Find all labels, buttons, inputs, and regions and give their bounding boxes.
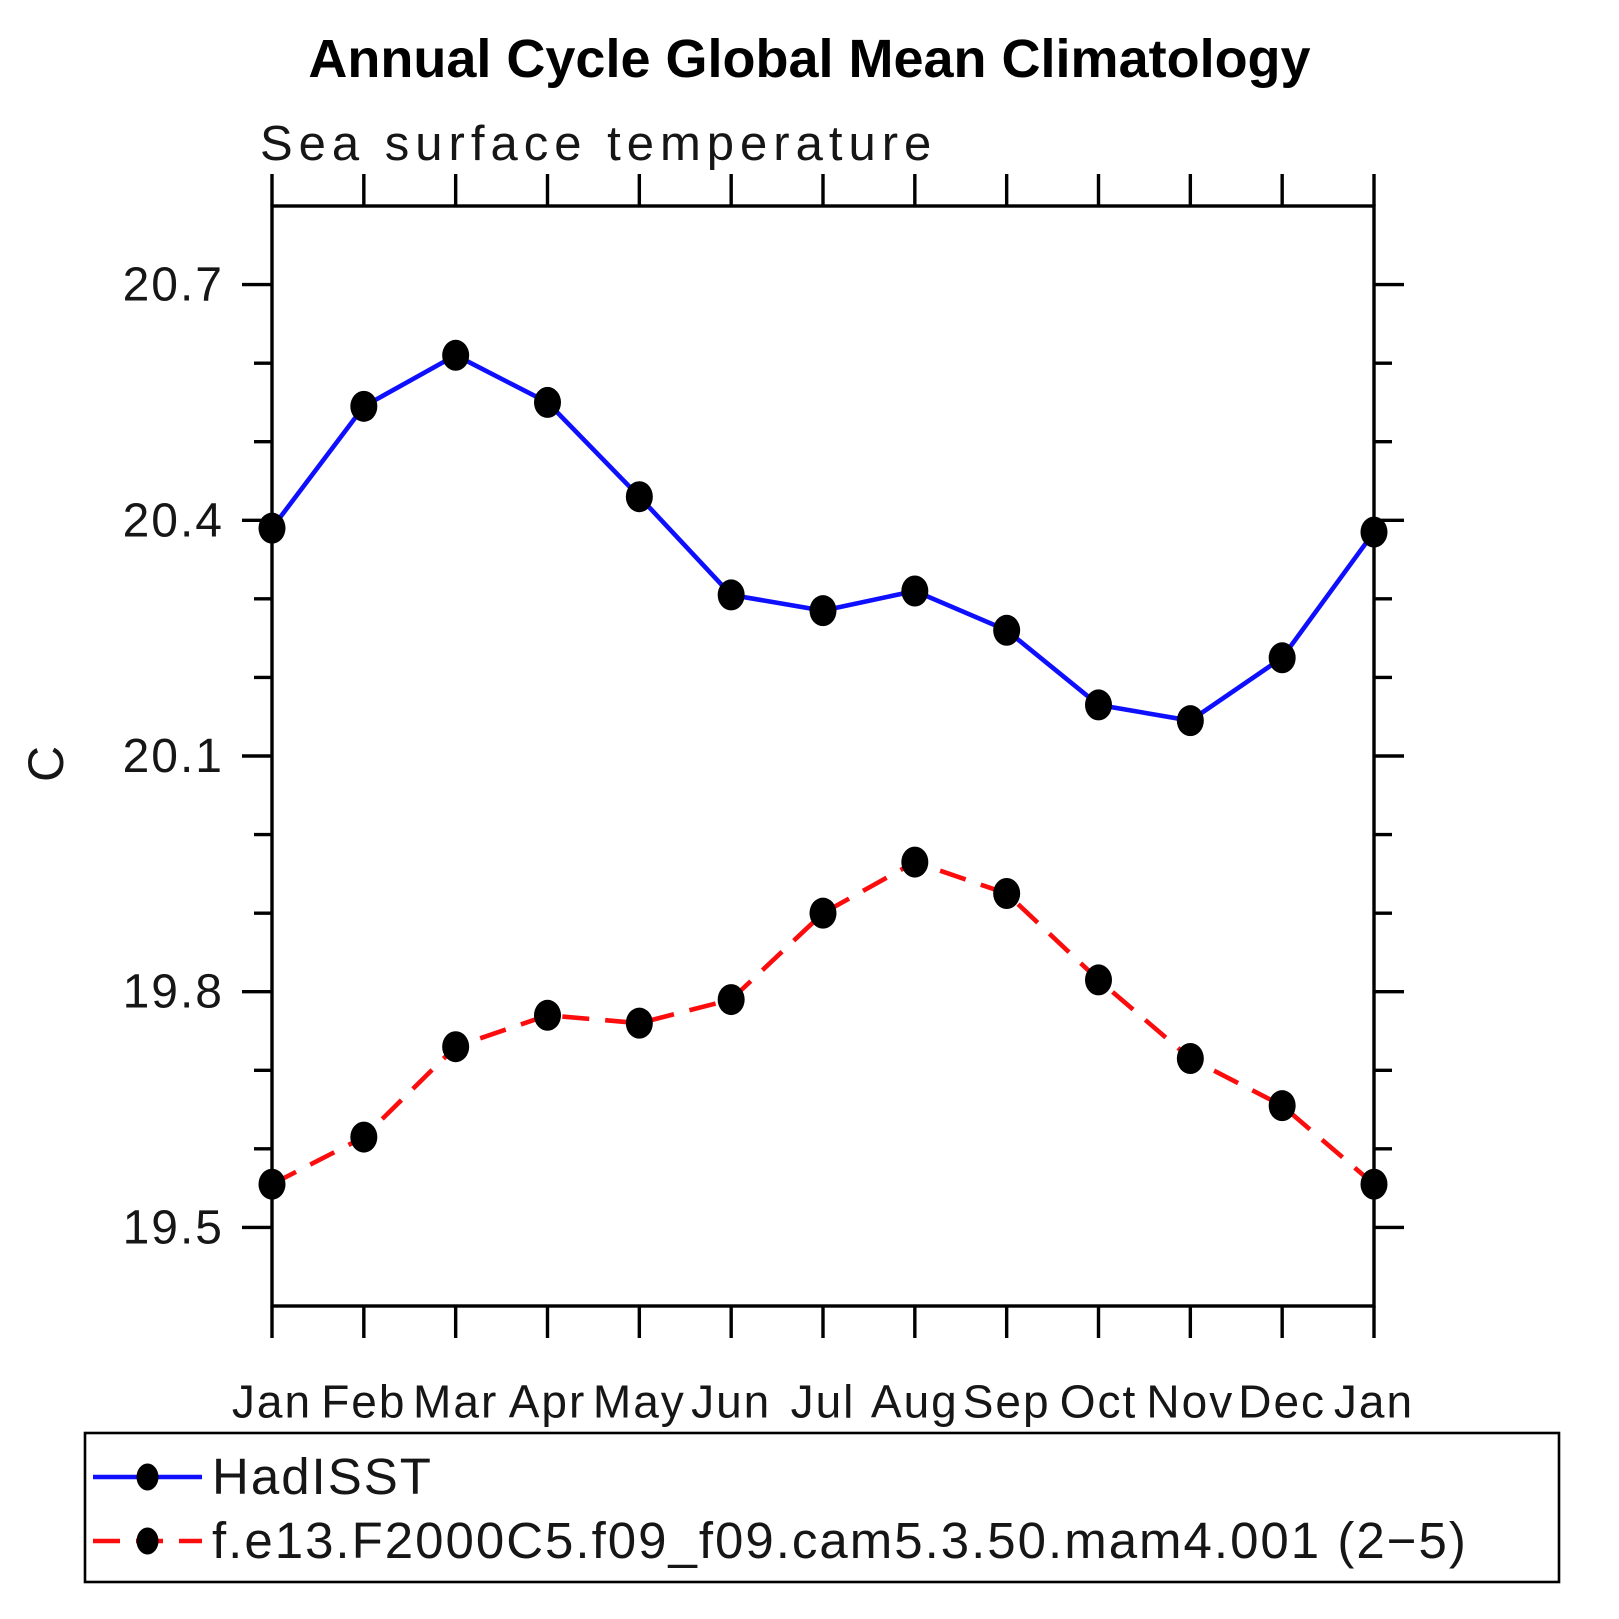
data-point bbox=[717, 579, 745, 611]
x-tick-label: Nov bbox=[1146, 1376, 1234, 1428]
x-tick-label: May bbox=[593, 1376, 686, 1428]
x-tick-label: Jan bbox=[232, 1376, 312, 1428]
legend-sample-marker bbox=[136, 1527, 159, 1555]
data-point bbox=[1176, 705, 1204, 737]
y-tick-label: 20.1 bbox=[123, 730, 224, 783]
x-tick-label: Jun bbox=[691, 1376, 771, 1428]
plot-frame bbox=[270, 204, 1376, 1308]
x-tick-label: Feb bbox=[321, 1376, 406, 1428]
legend-label: f.e13.F2000C5.f09_f09.cam5.3.50.mam4.001… bbox=[212, 1512, 1468, 1569]
data-point bbox=[350, 1121, 378, 1153]
x-tick-label: Dec bbox=[1238, 1376, 1326, 1428]
data-point bbox=[625, 481, 653, 513]
data-point bbox=[442, 339, 470, 371]
data-point bbox=[442, 1031, 470, 1063]
data-point bbox=[1176, 1043, 1204, 1074]
chart-title: Annual Cycle Global Mean Climatology bbox=[308, 29, 1311, 89]
data-point bbox=[901, 846, 929, 878]
data-point bbox=[534, 386, 561, 418]
data-point bbox=[809, 897, 837, 929]
data-point bbox=[1360, 1168, 1388, 1200]
data-point bbox=[901, 575, 929, 607]
chart-subtitle: Sea surface temperature bbox=[260, 117, 938, 171]
x-tick-label: Sep bbox=[963, 1376, 1051, 1428]
data-point bbox=[1085, 964, 1112, 996]
data-point bbox=[258, 1168, 286, 1200]
data-point bbox=[350, 390, 378, 422]
data-point bbox=[1268, 642, 1296, 674]
legend-sample-marker bbox=[136, 1463, 159, 1491]
x-tick-label: Apr bbox=[509, 1376, 587, 1428]
data-point bbox=[993, 878, 1021, 909]
data-point bbox=[534, 999, 561, 1031]
data-point bbox=[1360, 516, 1388, 548]
series-line-0 bbox=[270, 352, 1376, 724]
data-point bbox=[258, 512, 286, 544]
data-point bbox=[625, 1007, 653, 1039]
x-tick-label: Oct bbox=[1060, 1376, 1138, 1428]
y-tick-label: 20.4 bbox=[123, 494, 224, 547]
x-tick-label: Aug bbox=[871, 1376, 959, 1428]
x-tick-label: Mar bbox=[413, 1376, 498, 1428]
data-point bbox=[1268, 1090, 1296, 1122]
legend-box bbox=[83, 1431, 1561, 1584]
y-tick-label: 20.7 bbox=[123, 259, 224, 312]
legend-label: HadISST bbox=[212, 1448, 433, 1505]
data-point bbox=[1085, 689, 1112, 721]
y-tick-label: 19.8 bbox=[123, 966, 224, 1019]
data-point bbox=[717, 984, 745, 1016]
x-tick-label: Jul bbox=[791, 1376, 856, 1428]
data-point bbox=[993, 614, 1021, 646]
y-axis-title: C bbox=[18, 745, 75, 783]
y-tick-label: 19.5 bbox=[123, 1201, 224, 1254]
x-tick-label: Jan bbox=[1334, 1376, 1414, 1428]
data-point bbox=[809, 595, 837, 627]
